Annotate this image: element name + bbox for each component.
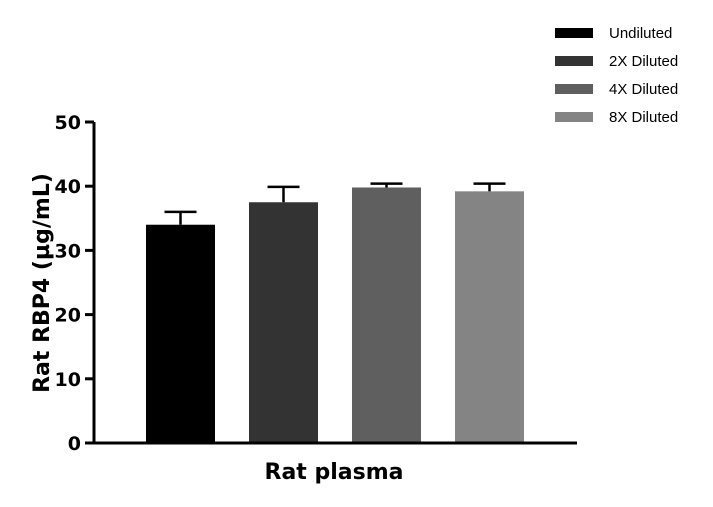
y-tick-label: 20 [55,305,81,327]
legend-swatch [555,28,593,38]
y-tick-label: 40 [55,176,81,198]
bar [146,224,215,443]
y-tick-label: 30 [55,240,81,262]
legend-entry: 4X Diluted [609,81,678,98]
legend-swatch [555,84,593,94]
bars [146,187,524,443]
error-bars [164,182,506,225]
x-axis-title: Rat plasma [265,460,404,485]
y-tick-label: 0 [68,433,81,455]
y-axis-ticks: 0 10 20 30 40 50 [55,112,94,455]
bar [455,191,524,443]
legend-swatch [555,112,593,122]
legend-entry: Undiluted [609,25,672,42]
y-axis-title: Rat RBP4 (µg/mL) [30,173,55,393]
bar [249,202,318,443]
y-tick-label: 10 [55,369,81,391]
legend: Undiluted 2X Diluted 4X Diluted 8X Diluted [555,25,678,126]
legend-entry: 2X Diluted [609,53,678,70]
legend-entry: 8X Diluted [609,109,678,126]
y-tick-label: 50 [55,112,81,134]
legend-swatch [555,56,593,66]
bar [352,187,421,443]
